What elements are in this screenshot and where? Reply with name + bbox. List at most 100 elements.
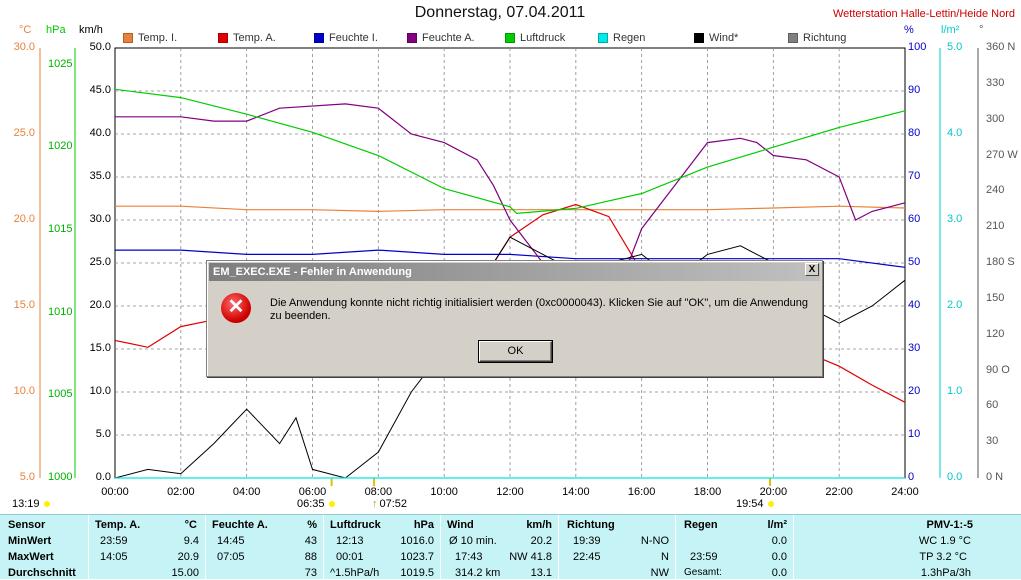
row-label-max: MaxWert	[8, 551, 54, 563]
pressure-avg-value: 1019.5	[400, 567, 434, 579]
error-x-icon: ✕	[221, 293, 251, 323]
wind-tick: 45.0	[89, 84, 111, 96]
humidity-tick: 0	[908, 471, 915, 483]
dialog-close-button[interactable]: X	[805, 263, 819, 276]
wind-col-unit: km/h	[526, 519, 552, 531]
wind-tick: 25.0	[89, 256, 111, 268]
humidity-axis-unit: %	[904, 24, 914, 36]
pressure-max-time: 00:01	[336, 551, 364, 563]
temp-max-time: 14:05	[100, 551, 128, 563]
wind-tick: 15.0	[89, 342, 111, 354]
row-label-min: MinWert	[8, 535, 52, 547]
legend-label: Richtung	[803, 32, 847, 44]
table-col-pmv: PMV-1:-5 WC 1.9 °C TP 3.2 °C 1.3hPa/3h	[794, 515, 1021, 580]
chart-date-title: Donnerstag, 07.04.2011	[414, 4, 586, 21]
direction-tick: 60	[986, 399, 999, 412]
pressure-min-value: 1016.0	[400, 535, 434, 547]
humidity-tick: 30	[908, 342, 921, 354]
time-tick: 04:00	[232, 486, 261, 498]
humidity-min-value: 43	[304, 535, 317, 547]
weather-chart	[39, 47, 979, 486]
table-col-pressure: Luftdruck hPa 12:13 1016.0 00:01 1023.7 …	[324, 515, 440, 580]
legend-item: Temp. I.	[123, 31, 177, 45]
humidity-tick: 20	[908, 385, 921, 397]
dialog-message: Die Anwendung konnte nicht richtig initi…	[270, 297, 808, 322]
wind-tick: 35.0	[89, 170, 111, 182]
wind-avg-value: 13.1	[530, 567, 552, 579]
humidity-tick: 40	[908, 299, 921, 311]
temp-tick: 25.0	[13, 127, 35, 139]
pressure-trend-3h: 1.3hPa/3h	[920, 567, 971, 579]
pressure-min-time: 12:13	[336, 535, 364, 547]
pressure-trend: ^1.5hPa/h	[330, 567, 380, 579]
humidity-avg-value: 73	[304, 567, 317, 579]
temp-min-value: 9.4	[183, 535, 199, 547]
pmv-title: PMV-1:-5	[926, 519, 973, 531]
rain-col-title: Regen	[684, 519, 718, 531]
humidity-col-unit: %	[307, 519, 317, 531]
direction-tick: 360 N	[986, 41, 1016, 53]
legend-swatch	[314, 33, 324, 43]
time-tick: 18:00	[693, 486, 722, 498]
direction-axis-unit: °	[979, 24, 984, 36]
table-col-temp: Temp. A. °C 23:59 9.4 14:05 20.9 15.00	[89, 515, 205, 580]
time-tick: 02:00	[167, 486, 195, 498]
humidity-tick: 80	[908, 127, 921, 139]
wind-chill: WC 1.9 °C	[918, 535, 971, 547]
direction-tick: 300	[986, 112, 1005, 125]
wind-axis-unit: km/h	[79, 24, 103, 36]
time-tick: 10:00	[430, 486, 458, 498]
table-col-direction: Richtung 19:39 N-NO 22:45 N NW	[559, 515, 675, 580]
legend-item: Feuchte A.	[407, 31, 475, 45]
series-line-feuchte-i	[115, 249, 906, 268]
humidity-tick: 50	[908, 256, 921, 268]
pressure-col-title: Luftdruck	[330, 519, 381, 531]
sunrise-arrow-icon: ↑	[372, 498, 378, 510]
legend-swatch	[218, 33, 228, 43]
direction-avg-value: NW	[650, 567, 669, 579]
rain-max-time: 23:59	[690, 551, 718, 563]
table-row-labels: Sensor MinWert MaxWert Durchschnitt	[0, 515, 88, 580]
time-tick: 16:00	[627, 486, 656, 498]
legend-label: Temp. A.	[233, 32, 276, 44]
wind-tick: 0.0	[95, 471, 111, 483]
humidity-tick: 90	[908, 84, 921, 96]
humidity-tick: 70	[908, 170, 921, 182]
rain-max-value: 0.0	[771, 551, 787, 563]
rain-min-value: 0.0	[771, 535, 787, 547]
temp-max-value: 20.9	[177, 551, 199, 563]
legend-item: Wind*	[694, 31, 738, 45]
legend-swatch	[788, 33, 798, 43]
wind-tick: 40.0	[89, 127, 111, 139]
legend-swatch	[407, 33, 417, 43]
humidity-min-time: 14:45	[217, 535, 245, 547]
statistics-table: Sensor MinWert MaxWert Durchschnitt Temp…	[0, 514, 1021, 580]
wind-tick: 30.0	[89, 213, 111, 225]
sunset-time: 19:54	[736, 498, 764, 510]
pressure-tick: 1025	[48, 57, 73, 70]
legend-label: Regen	[613, 32, 646, 44]
time-tick: 20:00	[759, 486, 788, 498]
sunrise-marker-a: 06:35	[297, 498, 335, 510]
wind-max-time: 17:43	[455, 551, 483, 563]
wind-tick: 5.0	[95, 428, 111, 440]
wind-tick: 10.0	[89, 385, 111, 397]
temp-tick: 20.0	[13, 213, 35, 225]
legend-swatch	[694, 33, 704, 43]
temp-tick: 30.0	[13, 41, 35, 53]
pressure-tick: 1005	[48, 388, 73, 401]
sunrise-marker-b: ↑ 07:52	[372, 498, 407, 510]
rain-total-label: Gesamt:	[684, 567, 722, 578]
legend-swatch	[123, 33, 133, 43]
direction-min-value: N-NO	[640, 535, 669, 547]
wind-tick: 50.0	[89, 41, 111, 53]
ok-button[interactable]: OK	[479, 341, 552, 362]
direction-col-title: Richtung	[567, 519, 615, 531]
temp-tick: 15.0	[13, 299, 35, 311]
wind-max-value: NW 41.8	[509, 551, 552, 563]
moon-icon	[43, 501, 50, 507]
temp-tick: 5.0	[19, 471, 35, 483]
table-col-rain: Regen l/m² 0.0 23:59 0.0 Gesamt: 0.0	[676, 515, 793, 580]
direction-tick: 210	[986, 220, 1005, 233]
direction-tick: 0 N	[986, 471, 1004, 483]
